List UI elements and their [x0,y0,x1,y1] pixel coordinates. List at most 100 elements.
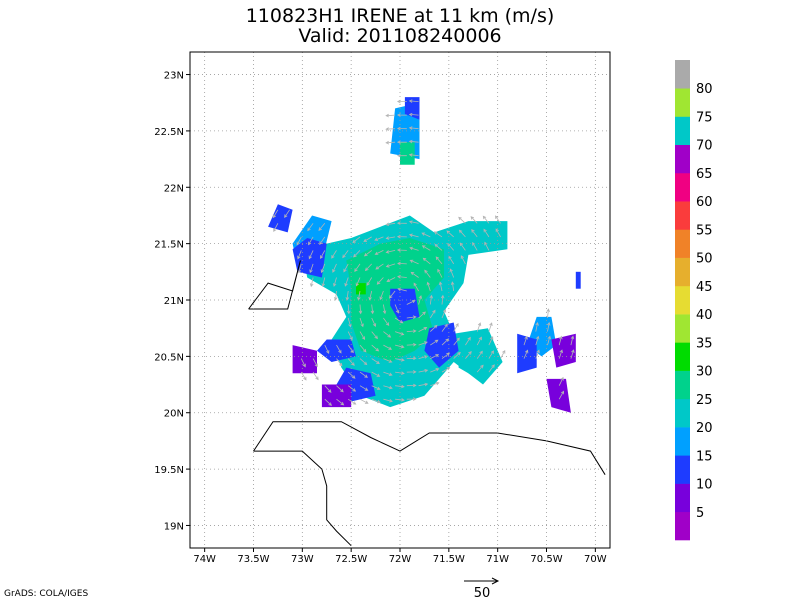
x-tick-label-6: 71W [486,554,509,565]
colorbar-swatch-9 [675,257,690,287]
wind-vector-22 [318,223,326,231]
wind-vector-53 [354,263,361,272]
wind-vector-70 [383,385,393,390]
colorbar-swatch-16 [675,60,690,89]
wind-vector-105 [406,315,417,320]
colorbar-swatch-8 [675,285,690,315]
wind-vector-24 [336,385,344,393]
wind-vector-201 [558,335,563,346]
wind-vector-23 [336,398,345,406]
wind-vector-96 [385,140,396,145]
wind-vector-169 [460,255,466,265]
colorbar-swatch-5 [675,370,690,400]
wind-vector-188 [495,228,501,238]
wind-vector-76 [382,304,387,315]
wind-vector-197 [546,308,550,319]
wind-vector-1 [272,209,279,219]
chart-title: 110823H1 IRENE at 11 km (m/s) [246,5,555,27]
wind-vector-32 [347,385,357,392]
wind-vector-85 [395,358,405,362]
wind-vector-98 [385,113,396,118]
wind-region-18 [551,333,576,368]
wind-vector-78 [376,277,384,285]
wind-vector-27 [334,290,338,301]
wind-vector-160 [453,337,460,346]
wind-vector-50 [358,304,363,315]
wind-region-19 [546,378,571,413]
wind-vector-120 [418,355,428,359]
colorbar-swatch-13 [675,144,690,174]
x-tick-label-3: 72.5W [335,554,367,565]
wind-region-20 [575,271,581,289]
colorbar-label-2: 15 [696,449,713,464]
x-tick-label-4: 72W [389,554,412,565]
y-tick-label-8: 23N [164,71,184,82]
wind-vector-174 [476,350,483,359]
wind-vector-172 [458,216,466,224]
wind-vector-17 [324,344,330,354]
wind-vector-6 [297,250,302,260]
wind-vector-118 [418,382,429,387]
wind-vector-166 [446,230,454,238]
wind-vector-119 [418,369,429,373]
wind-vector-139 [430,339,439,346]
wind-vector-61 [371,331,378,340]
wind-speed-field [268,97,581,413]
grid-lines [190,52,610,548]
wind-vector-56 [371,398,381,404]
colorbar-label-6: 35 [696,336,713,351]
wind-vector-97 [385,127,396,131]
wind-vector-109 [397,261,407,266]
wind-vector-14 [307,223,314,232]
colorbar-label-8: 45 [696,280,713,295]
wind-region-13 [400,142,415,165]
wind-vector-93 [385,250,396,254]
colorbar-label-14: 75 [696,111,713,126]
reference-vector-label: 50 [474,586,491,600]
wind-vector-48 [359,331,366,341]
wind-vector-25 [336,358,343,367]
wind-vector-12 [308,250,314,260]
wind-vector-11 [309,263,314,274]
wind-vector-100 [406,383,417,388]
wind-vector-158 [433,231,443,238]
wind-vector-94 [385,236,396,240]
wind-vector-8 [312,371,319,381]
wind-vector-57 [371,385,381,390]
wind-vector-47 [359,344,367,353]
wind-vector-133 [408,126,419,130]
wind-vector-202 [570,349,575,359]
wind-vector-180 [488,364,495,373]
wind-vector-35 [347,344,354,354]
colorbar-label-0: 5 [696,506,704,521]
wind-vector-43 [359,398,369,404]
colorbar-swatch-4 [675,398,690,428]
wind-vector-140 [430,324,438,332]
wind-vector-29 [332,263,337,273]
wind-vector-143 [426,281,431,292]
wind-vector-173 [476,364,484,373]
colorbar-label-9: 50 [696,252,713,267]
wind-vector-168 [465,336,471,346]
wind-vector-125 [413,282,419,292]
wind-region-14 [404,97,420,120]
wind-region-10 [292,345,317,374]
colorbar-label-11: 60 [696,195,713,210]
wind-vector-126 [410,271,419,278]
wind-vector-167 [465,351,472,359]
wind-vector-157 [434,243,443,251]
wind-vector-86 [395,344,405,349]
wind-vector-132 [408,139,419,144]
wind-vector-54 [353,250,361,258]
wind-vector-149 [441,352,450,359]
wind-vector-83 [395,384,405,389]
wind-vector-49 [359,317,364,328]
wind-vector-26 [336,344,342,354]
wind-vector-183 [488,322,493,332]
coastline-1 [253,421,606,475]
colorbar-swatch-3 [675,427,690,456]
colorbar-swatch-6 [675,342,690,371]
wind-vector-103 [406,342,417,347]
wind-vector-67 [363,250,372,257]
wind-vector-10 [309,277,314,288]
